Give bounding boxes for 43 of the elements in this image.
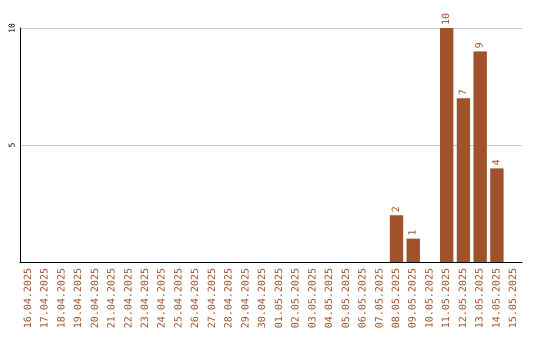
x-tick-label: 21.04.2025 [106,268,118,328]
x-tick-label: 20.04.2025 [90,268,101,328]
x-tick-label: 25.04.2025 [173,268,184,328]
x-tick-label: 15.05.2025 [508,268,520,328]
x-tick-label: 04.05.2025 [324,268,336,328]
x-tick-label: 13.05.2025 [474,268,486,328]
bar [473,51,487,262]
bar [390,215,404,262]
y-tick-label: 5 [8,142,16,148]
x-tick-label: 02.05.2025 [290,268,302,328]
x-tick-label: 06.05.2025 [358,268,369,328]
x-tick-label: 23.04.2025 [140,268,151,328]
x-tick-label: 08.05.2025 [391,268,402,328]
bar [406,238,420,262]
data-label: 7 [458,89,469,96]
bar [456,98,470,262]
x-tick-label: 24.04.2025 [156,268,168,328]
x-tick-label: 22.04.2025 [123,268,134,328]
x-tick-label: 11.05.2025 [441,268,452,328]
x-tick-label: 27.04.2025 [206,268,218,328]
x-tick-label: 09.05.2025 [408,268,419,328]
bar [490,168,504,262]
x-tick-label: 30.04.2025 [257,268,268,328]
data-label: 10 [441,12,452,25]
bar [440,28,454,262]
x-tick-label: 29.04.2025 [240,268,252,328]
x-tick-label: 28.04.2025 [224,268,235,328]
x-tick-label: 12.05.2025 [458,268,469,328]
x-tick-label: 17.04.2025 [40,268,51,328]
x-tick-label: 14.05.2025 [491,268,502,328]
x-tick-label: 03.05.2025 [307,268,318,328]
x-tick-label: 18.04.2025 [56,268,68,328]
data-label: 2 [391,206,402,212]
x-tick-label: 05.05.2025 [340,268,352,328]
x-tick-label: 10.05.2025 [424,268,436,328]
x-tick-label: 16.04.2025 [22,268,34,328]
x-tick-label: 07.05.2025 [374,268,386,328]
data-label: 4 [491,159,502,166]
x-tick-label: 26.04.2025 [190,268,202,328]
x-tick-label: 19.04.2025 [73,268,84,328]
data-label: 9 [474,42,486,48]
x-tick-label: 01.05.2025 [274,268,285,328]
data-label: 1 [408,230,419,236]
